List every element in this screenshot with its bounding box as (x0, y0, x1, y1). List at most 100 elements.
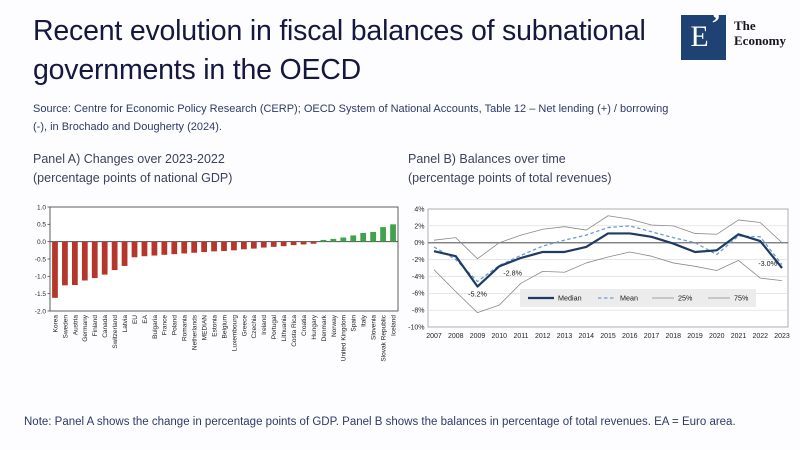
series-line-Median (433, 232, 783, 288)
bar-category-label: Estonia (211, 315, 218, 337)
bar (360, 233, 367, 242)
footnote: Note: Panel A shows the change in percen… (24, 416, 736, 428)
bar-category-label: Czechia (251, 315, 258, 339)
y-tick-label: -0.5 (35, 256, 47, 263)
logo-box: E ’ (681, 7, 726, 60)
bar (231, 241, 237, 251)
legend-label: Median (558, 294, 582, 303)
x-tick-label: 2016 (622, 333, 638, 340)
bar (320, 239, 327, 242)
y-tick-label: 0% (414, 240, 424, 247)
bar-category-label: France (162, 315, 169, 336)
bar (340, 237, 347, 242)
bar-category-label: Bulgaria (152, 315, 159, 339)
data-annotation: -2.8% (503, 268, 522, 277)
plot-area (427, 208, 789, 328)
bar-category-label: MEDIAN (202, 315, 209, 341)
y-tick-label: 0.0 (37, 239, 46, 246)
x-tick-label: 2015 (600, 333, 616, 340)
bar (380, 227, 386, 242)
x-tick-label: 2014 (578, 333, 594, 340)
y-tick-label: 4% (414, 206, 424, 213)
bar-category-label: Sweden (62, 315, 69, 339)
bar-category-label: Iceland (390, 315, 397, 336)
x-tick-label: 2019 (687, 333, 703, 340)
bar (121, 241, 128, 266)
bar-category-label: Slovak Republic (380, 314, 387, 361)
logo-wordmark: The Economy (734, 18, 786, 49)
series-line-75pct (433, 215, 783, 260)
bar (310, 241, 317, 244)
bar (141, 241, 148, 257)
y-tick-label: -2% (412, 257, 424, 264)
bar-category-label: Slovenia (371, 315, 378, 340)
bar-category-label: Netherlands (192, 314, 199, 350)
x-tick-label: 2018 (665, 333, 681, 340)
bar (151, 241, 158, 256)
y-tick-label: -1.0 (35, 274, 47, 281)
bar (260, 241, 267, 248)
panel-a-title-line1: Panel A) Changes over 2023-2022 (33, 152, 225, 166)
x-tick-label: 2013 (557, 333, 573, 340)
bar-category-label: Romania (182, 315, 189, 341)
bar (221, 241, 227, 252)
bar-category-label: Austria (72, 315, 79, 336)
bar (161, 241, 168, 255)
bar-category-label: Croatia (301, 315, 308, 336)
bar-category-label: EU (132, 315, 139, 324)
legend-box (520, 289, 756, 307)
source-caption: Source: Centre for Economic Policy Resea… (33, 103, 669, 133)
bar (191, 241, 198, 253)
logo-accent-mark: ’ (711, 7, 721, 40)
y-tick-label: -8% (412, 308, 424, 315)
bar (52, 241, 58, 298)
x-tick-label: 2023 (774, 333, 790, 340)
panel-b-line-chart: 4% 2% 0% -2% -4% -6% -8% -10%2007 2008 2009 2010 20… (408, 206, 790, 340)
panel-a-title-line2: (percentage points of national GDP) (33, 170, 233, 185)
bar (390, 224, 396, 242)
legend-label: 25% (678, 294, 693, 303)
y-tick-label: 0.5 (37, 222, 46, 229)
legend-label: Mean (620, 294, 638, 303)
bar (181, 241, 188, 254)
panel-a-bar-chart: 1.0 0.5 0.0 -0.5 -1.0 -1.5 -2.0 Korea Sweden Aust… (35, 204, 399, 362)
x-tick-label: 2021 (731, 333, 747, 340)
bar-category-label: Poland (172, 315, 179, 336)
bar-category-label: Hungary (311, 314, 318, 339)
bar (370, 231, 377, 242)
y-tick-label: -1.5 (35, 291, 47, 298)
logo-word-line2: Economy (734, 32, 786, 48)
bar-category-label: Korea (52, 315, 59, 333)
bar (250, 241, 257, 249)
legend-label: 75% (734, 294, 749, 303)
bar (91, 241, 98, 279)
bar (131, 241, 138, 258)
series-line-Mean (433, 225, 783, 283)
page-title: Recent evolution in fiscal balances of s… (33, 15, 646, 87)
data-annotation: -5.2% (468, 290, 487, 299)
x-tick-label: 2007 (426, 333, 442, 340)
panel-a-title: Panel A) Changes over 2023-2022 (percent… (33, 150, 232, 188)
plot-area (49, 206, 399, 312)
logo-word-line1: The (734, 18, 756, 33)
y-tick-label: -10% (408, 324, 424, 331)
bar-category-label: Latvia (122, 315, 129, 333)
bar-category-label: Luxembourg (231, 315, 238, 352)
series-line-25pct (433, 251, 783, 314)
bar-category-label: Portugal (271, 314, 278, 339)
bar-category-label: Lithuania (281, 315, 288, 342)
bar (350, 235, 357, 242)
bar (81, 241, 88, 281)
bar-category-label: EA (142, 314, 149, 323)
bar-category-label: United Kingdom (341, 315, 348, 361)
bar (111, 241, 118, 271)
bar (290, 241, 297, 246)
bar-category-label: Canada (102, 315, 109, 338)
bar (62, 241, 68, 286)
bar-category-label: Costa Rica (291, 315, 298, 347)
bar (241, 241, 247, 250)
bar-category-label: Germany (82, 314, 89, 341)
brand-logo: E ’ The Economy (681, 7, 786, 60)
bar (211, 241, 217, 252)
x-tick-label: 2010 (491, 333, 507, 340)
